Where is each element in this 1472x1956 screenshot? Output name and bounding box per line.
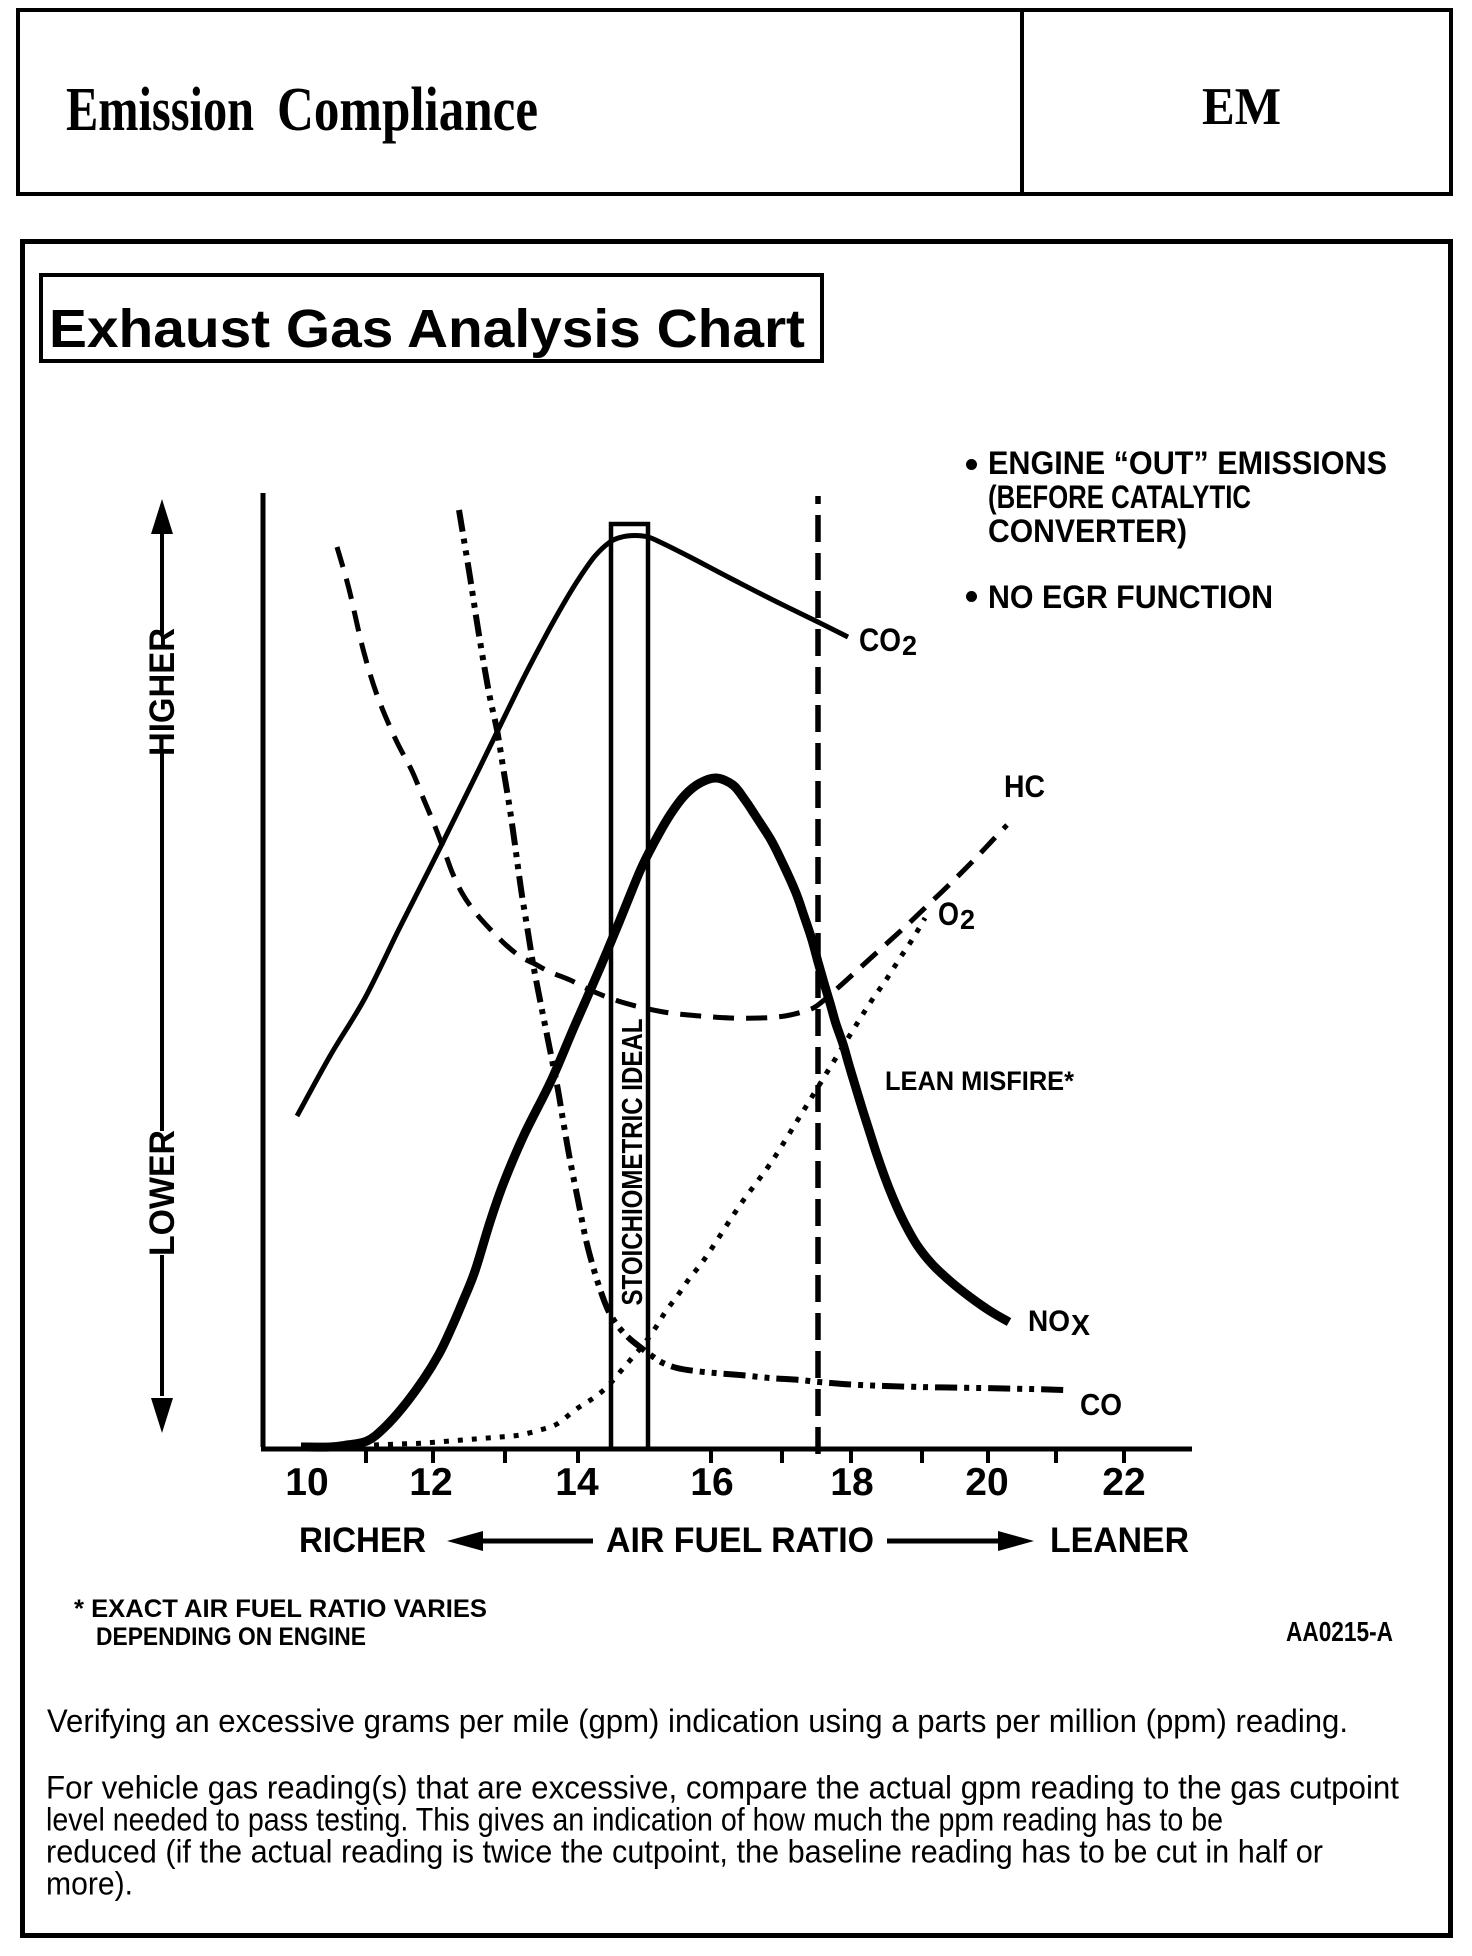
- svg-text:CO: CO: [1080, 1388, 1122, 1422]
- svg-text:* EXACT AIR FUEL RATIO VARIES: * EXACT AIR FUEL RATIO VARIES: [74, 1595, 487, 1623]
- svg-text:LOWER: LOWER: [143, 1130, 182, 1256]
- svg-text:HC: HC: [1004, 768, 1045, 804]
- svg-text:more).: more).: [46, 1866, 133, 1902]
- svg-text:O: O: [938, 896, 959, 932]
- svg-text:LEANER: LEANER: [1050, 1520, 1189, 1560]
- svg-text:For vehicle gas reading(s) tha: For vehicle gas reading(s) that are exce…: [46, 1770, 1399, 1806]
- svg-text:DEPENDING ON ENGINE: DEPENDING ON ENGINE: [96, 1623, 366, 1651]
- svg-text:AA0215-A: AA0215-A: [1286, 1616, 1393, 1647]
- svg-text:LEAN MISFIRE*: LEAN MISFIRE*: [885, 1066, 1074, 1096]
- svg-text:level needed to pass testing.: level needed to pass testing. This gives…: [46, 1802, 1223, 1838]
- svg-text:NO: NO: [1028, 1305, 1070, 1338]
- svg-text:Compliance: Compliance: [277, 76, 538, 144]
- svg-text:STOICHIOMETRIC IDEAL: STOICHIOMETRIC IDEAL: [617, 1019, 649, 1306]
- svg-text:2: 2: [960, 904, 975, 935]
- svg-text:20: 20: [965, 1461, 1008, 1504]
- svg-text:HIGHER: HIGHER: [143, 628, 182, 756]
- svg-text:12: 12: [409, 1461, 452, 1504]
- svg-text:X: X: [1071, 1310, 1091, 1342]
- svg-text:CONVERTER): CONVERTER): [988, 513, 1187, 549]
- svg-text:ENGINE “OUT” EMISSIONS: ENGINE “OUT” EMISSIONS: [988, 445, 1387, 481]
- svg-text:18: 18: [830, 1461, 873, 1504]
- svg-text:CO: CO: [859, 622, 901, 658]
- svg-text:Exhaust Gas Analysis Chart: Exhaust Gas Analysis Chart: [49, 299, 805, 359]
- svg-text:Verifying an excessive grams p: Verifying an excessive grams per mile (g…: [47, 1703, 1348, 1739]
- svg-text:EM: EM: [1202, 78, 1281, 136]
- svg-text:2: 2: [902, 630, 917, 661]
- svg-text:Emission: Emission: [66, 76, 254, 144]
- svg-text:NO EGR FUNCTION: NO EGR FUNCTION: [988, 579, 1273, 615]
- svg-text:reduced (if the actual reading: reduced (if the actual reading is twice …: [46, 1834, 1323, 1870]
- svg-text:10: 10: [285, 1461, 328, 1504]
- svg-text:RICHER: RICHER: [299, 1520, 426, 1560]
- svg-text:14: 14: [555, 1461, 599, 1504]
- svg-text:AIR FUEL RATIO: AIR FUEL RATIO: [606, 1520, 874, 1560]
- svg-text:22: 22: [1102, 1461, 1145, 1504]
- svg-text:(BEFORE CATALYTIC: (BEFORE CATALYTIC: [988, 479, 1251, 515]
- svg-text:16: 16: [690, 1461, 733, 1504]
